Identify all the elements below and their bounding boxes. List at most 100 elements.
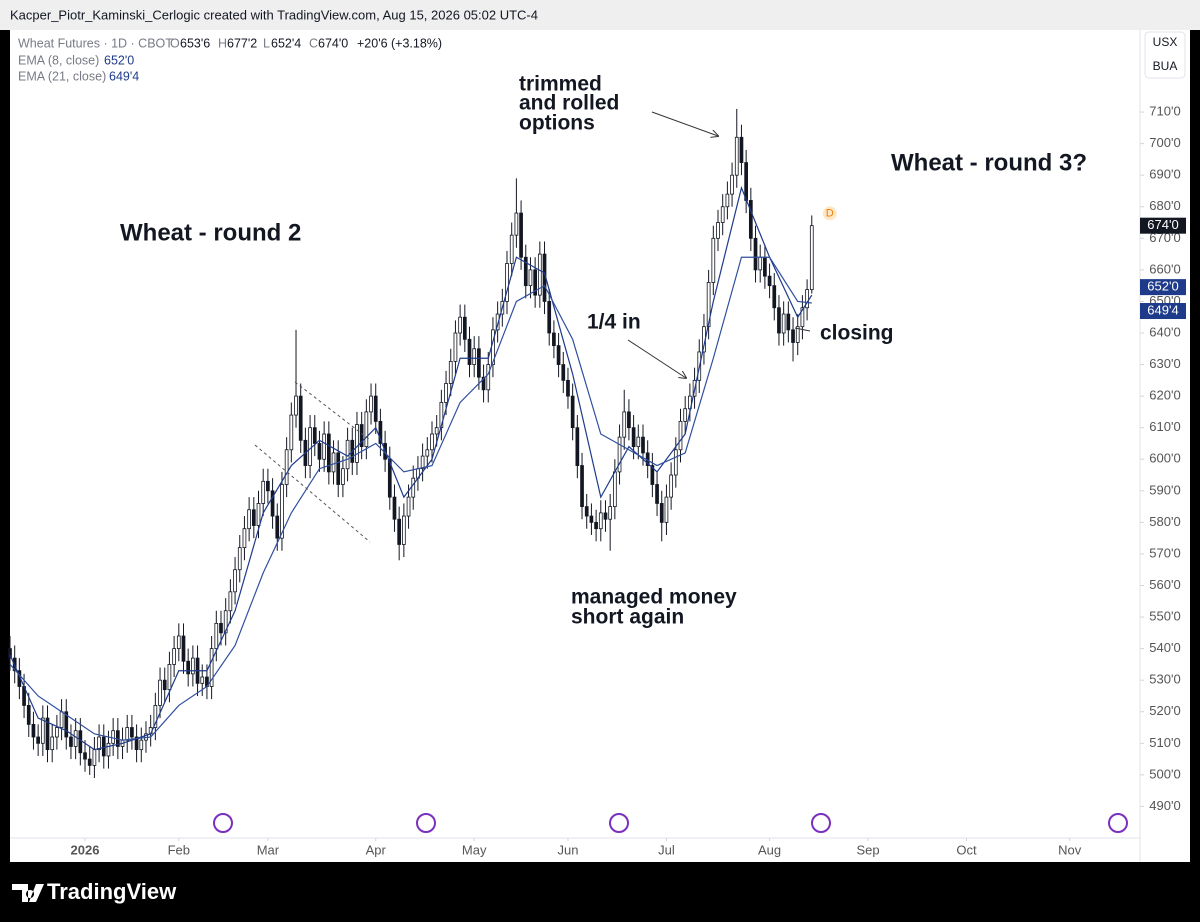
event-icon[interactable]	[1108, 813, 1128, 833]
candle-body	[781, 313, 786, 334]
ohlc-value: 677'2	[227, 36, 257, 50]
candle-body	[402, 515, 406, 545]
candle-body	[434, 427, 439, 435]
candle-body	[613, 471, 617, 507]
y-tick-label: 550'0	[1149, 609, 1180, 624]
candle-body	[247, 509, 251, 530]
logo-text: TradingView	[47, 879, 177, 904]
y-tick-label: 600'0	[1149, 451, 1180, 466]
candle-body	[298, 395, 303, 441]
candle-body	[162, 679, 167, 691]
trend-line	[294, 381, 371, 441]
candle-body	[495, 313, 500, 331]
y-tick-label: 590'0	[1149, 482, 1180, 497]
candle-body	[181, 635, 186, 662]
x-tick-label: Sep	[856, 842, 879, 857]
candle-body	[176, 635, 181, 650]
candle-body	[514, 212, 519, 236]
candle-body	[453, 332, 458, 362]
candle-body	[336, 452, 341, 485]
candle-body	[130, 727, 134, 738]
legend: Wheat Futures · 1D · CBOT O 653'6 H 677'…	[18, 36, 442, 83]
ohlc-label: L	[263, 36, 270, 50]
candle-body	[777, 307, 781, 334]
candle-body	[200, 676, 205, 684]
candle-body	[603, 512, 608, 520]
candle-body	[556, 345, 561, 365]
candle-body	[617, 436, 622, 473]
candle-body	[101, 736, 106, 757]
candle-body	[233, 569, 237, 593]
candle-body	[219, 622, 223, 634]
candle-body	[191, 657, 195, 675]
toolbar-button[interactable]: USX	[1153, 35, 1178, 49]
candle-body	[795, 326, 800, 343]
top-bar-text: Kacper_Piotr_Kaminski_Cerlogic created w…	[10, 7, 538, 22]
candle-body	[275, 515, 280, 539]
candle-body	[552, 332, 556, 347]
candle-body	[448, 361, 453, 384]
ohlc-value: 652'4	[271, 36, 301, 50]
annotation: trimmed	[519, 73, 602, 96]
y-tick-label: 640'0	[1149, 324, 1180, 339]
ohlc-label: C	[309, 36, 318, 50]
event-icon[interactable]	[416, 813, 436, 833]
candle-body	[420, 455, 425, 470]
candle-body	[256, 503, 261, 526]
candle-body	[223, 610, 228, 634]
price-tag	[1140, 279, 1186, 296]
y-tick-label: 580'0	[1149, 514, 1180, 529]
candle-body	[791, 329, 795, 343]
price-tag-label: 652'0	[1147, 279, 1178, 294]
candle-body	[734, 136, 739, 176]
candle-body	[753, 237, 758, 271]
candle-body	[270, 490, 275, 517]
candle-body	[228, 591, 233, 612]
candle-body	[763, 256, 767, 277]
candle-body	[481, 376, 486, 391]
y-tick-label: 700'0	[1149, 135, 1180, 150]
indicator-value: 652'0	[104, 53, 134, 67]
price-tag-label: 649'4	[1147, 302, 1178, 317]
candle-body	[153, 705, 158, 728]
candle-body	[627, 411, 631, 429]
drawings	[254, 111, 811, 543]
candle-body	[636, 436, 641, 448]
y-tick-label: 620'0	[1149, 388, 1180, 403]
y-tick-label: 490'0	[1149, 798, 1180, 813]
x-tick-label: Jul	[658, 842, 675, 857]
candle-body	[251, 509, 256, 526]
ema-line	[9, 256, 812, 741]
arrow	[651, 111, 718, 136]
candle-body	[462, 316, 467, 340]
chart-panel	[10, 30, 1190, 862]
candle-body	[716, 222, 720, 239]
annotation: Wheat - round 3?	[891, 149, 1087, 176]
candle-body	[800, 307, 805, 328]
candle-body	[261, 480, 266, 504]
event-icon[interactable]	[213, 813, 233, 833]
candle-body	[294, 395, 298, 416]
candle-body	[706, 282, 711, 328]
y-tick-label: 690'0	[1149, 167, 1180, 182]
ohlc-value: 674'0	[318, 36, 348, 50]
candle-body	[580, 465, 584, 507]
y-tick-label: 540'0	[1149, 640, 1180, 655]
candle-body	[341, 468, 345, 485]
candle-body	[172, 648, 176, 665]
price-tag	[1140, 303, 1186, 320]
candle-body	[631, 427, 636, 448]
event-icon[interactable]	[609, 813, 629, 833]
x-tick-label: Aug	[758, 842, 781, 857]
event-icon[interactable]	[811, 813, 831, 833]
candle-body	[730, 174, 734, 195]
candle-body	[87, 758, 92, 766]
candle-body	[106, 742, 111, 757]
indicator-name: EMA (21, close)	[18, 69, 106, 83]
candle-body	[486, 364, 491, 391]
candle-body	[45, 717, 50, 751]
toolbar-button[interactable]: BUA	[1153, 59, 1178, 73]
candle-body	[355, 424, 359, 463]
y-tick-label: 560'0	[1149, 577, 1180, 592]
